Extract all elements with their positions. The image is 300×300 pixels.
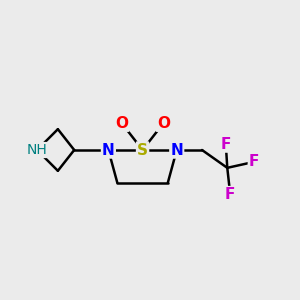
Text: S: S: [137, 142, 148, 158]
Text: F: F: [225, 187, 236, 202]
Text: F: F: [220, 136, 231, 152]
Text: F: F: [249, 154, 259, 169]
Text: O: O: [115, 116, 128, 131]
Text: N: N: [170, 142, 183, 158]
Text: NH: NH: [27, 143, 47, 157]
Text: N: N: [102, 142, 115, 158]
Text: O: O: [157, 116, 170, 131]
